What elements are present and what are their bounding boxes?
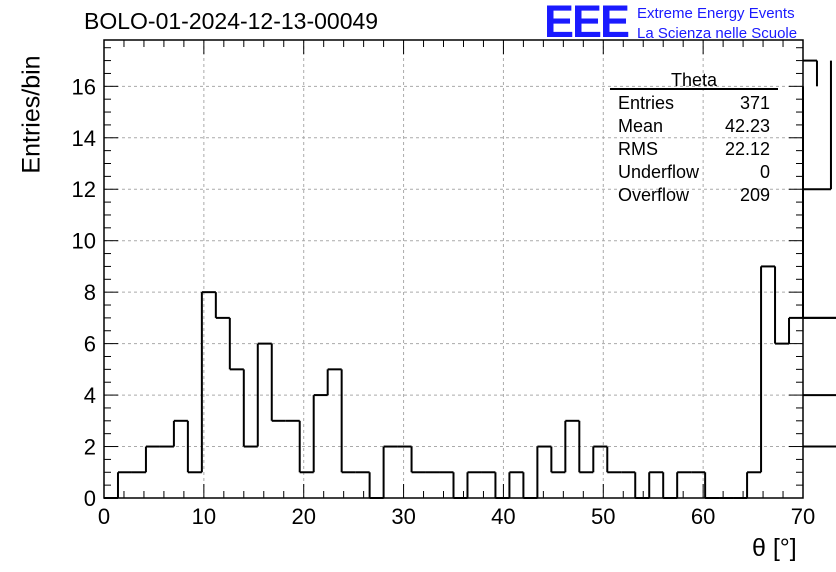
y-tick-label: 8 bbox=[84, 280, 96, 305]
x-tick-label: 60 bbox=[691, 504, 715, 529]
y-tick-label: 2 bbox=[84, 435, 96, 460]
y-tick-label: 0 bbox=[84, 486, 96, 511]
x-tick-label: 10 bbox=[192, 504, 216, 529]
tick-labels: 0 10 20 30 40 50 60 70 0 2 4 6 8 10 12 14 16 bbox=[72, 74, 816, 529]
eee-logo: EEE bbox=[544, 0, 630, 47]
logo-subtitle-line2: La Scienza nelle Scuole bbox=[637, 25, 798, 42]
stats-name: Theta bbox=[670, 70, 718, 90]
stats-value: 0 bbox=[759, 162, 770, 182]
chart-title: BOLO-01-2024-12-13-00049 bbox=[84, 8, 379, 34]
stats-box: Theta Entries 371 Mean 42.23 RMS 22.12 U… bbox=[610, 70, 778, 207]
stats-label: Entries bbox=[618, 93, 675, 113]
stats-label: Underflow bbox=[618, 162, 700, 182]
y-tick-label: 16 bbox=[72, 74, 96, 99]
stats-row-entries: Entries 371 bbox=[610, 92, 778, 115]
stats-separator bbox=[610, 88, 778, 90]
stats-value: 209 bbox=[739, 185, 770, 205]
stats-label: RMS bbox=[618, 139, 658, 159]
stats-value: 371 bbox=[739, 93, 770, 113]
y-tick-label: 12 bbox=[72, 177, 96, 202]
y-tick-label: 10 bbox=[72, 229, 96, 254]
x-tick-label: 50 bbox=[591, 504, 615, 529]
y-tick-label: 4 bbox=[84, 383, 96, 408]
axes bbox=[103, 39, 804, 499]
y-axis-label: Entries/bin bbox=[17, 55, 46, 174]
x-tick-label: 0 bbox=[98, 504, 110, 529]
stats-label: Mean bbox=[618, 116, 664, 136]
stats-value: 42.23 bbox=[724, 116, 770, 136]
stats-row-underflow: Underflow 0 bbox=[610, 161, 778, 184]
histogram-bars bbox=[104, 59, 836, 499]
logo-subtitle-line1: Extreme Energy Events bbox=[637, 5, 795, 22]
grid-lines bbox=[104, 40, 803, 498]
stats-row-rms: RMS 22.12 bbox=[610, 138, 778, 161]
stats-label: Overflow bbox=[618, 185, 690, 205]
y-tick-label: 6 bbox=[84, 332, 96, 357]
stats-row-overflow: Overflow 209 bbox=[610, 184, 778, 207]
stats-value: 22.12 bbox=[724, 139, 770, 159]
x-axis-label: θ [°] bbox=[752, 534, 797, 562]
x-tick-label: 30 bbox=[391, 504, 415, 529]
x-tick-label: 70 bbox=[791, 504, 815, 529]
y-tick-label: 14 bbox=[72, 126, 96, 151]
x-tick-label: 20 bbox=[291, 504, 315, 529]
plot-frame bbox=[103, 39, 804, 499]
stats-row-mean: Mean 42.23 bbox=[610, 115, 778, 138]
x-tick-label: 40 bbox=[491, 504, 515, 529]
